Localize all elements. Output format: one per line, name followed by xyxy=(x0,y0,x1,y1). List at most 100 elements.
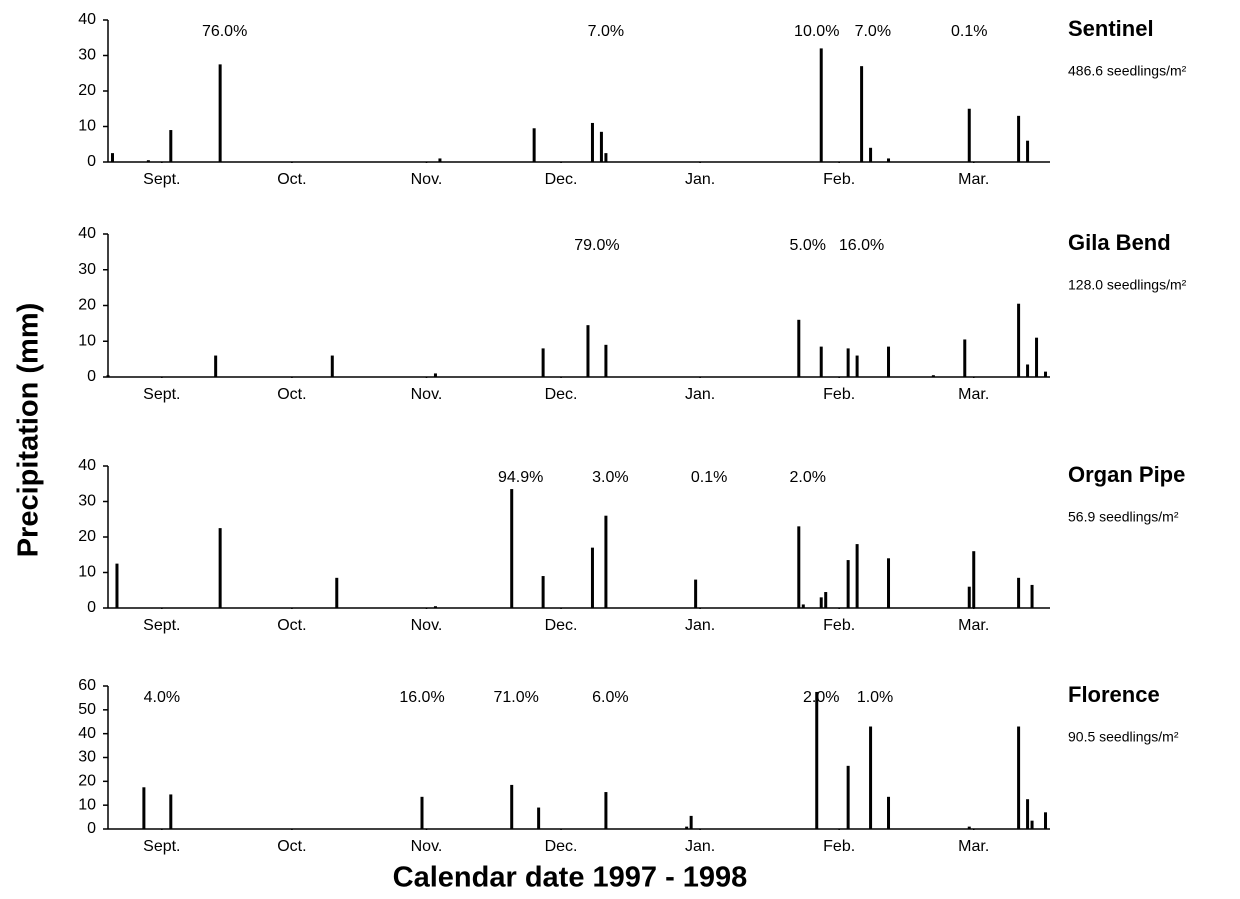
annotation: 10.0% xyxy=(794,23,839,40)
annotation: 7.0% xyxy=(588,23,624,40)
bar xyxy=(1017,115,1021,162)
y-tick-label: 0 xyxy=(87,599,96,616)
x-tick-label: Jan. xyxy=(685,838,715,855)
bar xyxy=(1026,140,1030,162)
y-tick-label: 30 xyxy=(78,493,96,510)
bar xyxy=(537,807,541,829)
bar xyxy=(819,346,823,377)
bar xyxy=(846,765,850,829)
y-tick-label: 0 xyxy=(87,368,96,385)
y-tick-label: 40 xyxy=(78,225,96,242)
annotation: 0.1% xyxy=(691,469,727,486)
x-tick-label: Mar. xyxy=(958,386,989,403)
annotation: 5.0% xyxy=(790,237,826,254)
x-tick-label: Mar. xyxy=(958,617,989,634)
x-tick-label: Feb. xyxy=(823,838,855,855)
panel-title: Gila Bend xyxy=(1068,230,1171,255)
y-tick-label: 30 xyxy=(78,261,96,278)
panel-subtitle: 128.0 seedlings/m² xyxy=(1068,277,1187,293)
annotation: 4.0% xyxy=(144,689,180,706)
bar xyxy=(169,130,173,162)
y-tick-label: 20 xyxy=(78,297,96,314)
bar xyxy=(433,373,437,377)
bar xyxy=(541,348,545,377)
bar xyxy=(110,153,114,162)
bar xyxy=(218,64,222,162)
bar xyxy=(689,815,693,829)
bar xyxy=(869,147,873,162)
y-tick-label: 30 xyxy=(78,749,96,766)
x-tick-label: Oct. xyxy=(277,386,306,403)
y-tick-label: 20 xyxy=(78,82,96,99)
y-axis-label: Precipitation (mm) xyxy=(13,303,45,558)
annotation: 76.0% xyxy=(202,23,247,40)
bar xyxy=(1035,337,1039,377)
bar xyxy=(510,784,514,829)
annotation: 3.0% xyxy=(592,469,628,486)
bar xyxy=(815,691,819,829)
y-tick-label: 10 xyxy=(78,332,96,349)
y-tick-label: 30 xyxy=(78,47,96,64)
bar xyxy=(604,344,608,377)
bar xyxy=(819,597,823,608)
x-tick-label: Dec. xyxy=(545,386,578,403)
bar xyxy=(1017,303,1021,377)
x-tick-label: Oct. xyxy=(277,617,306,634)
y-tick-label: 40 xyxy=(78,457,96,474)
bar xyxy=(1030,820,1034,829)
bar xyxy=(214,355,218,377)
annotation: 1.0% xyxy=(857,689,893,706)
bar xyxy=(797,319,801,377)
x-tick-label: Sept. xyxy=(143,617,180,634)
annotation: 6.0% xyxy=(592,689,628,706)
bar xyxy=(330,355,334,377)
bar xyxy=(846,348,850,377)
y-tick-label: 40 xyxy=(78,11,96,28)
x-tick-label: Feb. xyxy=(823,386,855,403)
bar xyxy=(433,606,437,608)
bar xyxy=(1030,584,1034,608)
bar xyxy=(142,787,146,829)
bar xyxy=(599,131,603,162)
annotation: 94.9% xyxy=(498,469,543,486)
bar xyxy=(860,66,864,162)
x-tick-label: Mar. xyxy=(958,838,989,855)
bar xyxy=(146,160,150,162)
bar xyxy=(967,586,971,608)
bar xyxy=(801,604,805,608)
bar xyxy=(1044,812,1048,829)
annotation: 71.0% xyxy=(494,689,539,706)
x-tick-label: Sept. xyxy=(143,171,180,188)
panel-subtitle: 486.6 seedlings/m² xyxy=(1068,63,1187,79)
bar xyxy=(106,375,110,377)
bar xyxy=(1017,726,1021,829)
bar xyxy=(967,826,971,829)
bar xyxy=(819,48,823,162)
x-tick-label: Oct. xyxy=(277,838,306,855)
bar xyxy=(218,528,222,608)
bar xyxy=(532,128,536,162)
x-tick-label: Nov. xyxy=(411,617,443,634)
bar xyxy=(1026,799,1030,829)
bar xyxy=(931,375,935,377)
x-tick-label: Dec. xyxy=(545,617,578,634)
x-tick-label: Jan. xyxy=(685,171,715,188)
bar xyxy=(824,592,828,608)
annotation: 7.0% xyxy=(855,23,891,40)
y-tick-label: 50 xyxy=(78,701,96,718)
x-tick-label: Jan. xyxy=(685,617,715,634)
bar xyxy=(887,346,891,377)
bar xyxy=(797,526,801,608)
bar xyxy=(685,826,689,829)
bar xyxy=(963,339,967,377)
bar xyxy=(855,355,859,377)
bar xyxy=(604,515,608,608)
bar xyxy=(694,579,698,608)
bar xyxy=(869,726,873,829)
panel-title: Sentinel xyxy=(1068,16,1154,41)
x-tick-label: Jan. xyxy=(685,386,715,403)
y-tick-label: 60 xyxy=(78,677,96,694)
x-tick-label: Dec. xyxy=(545,171,578,188)
annotation: 2.0% xyxy=(803,689,839,706)
